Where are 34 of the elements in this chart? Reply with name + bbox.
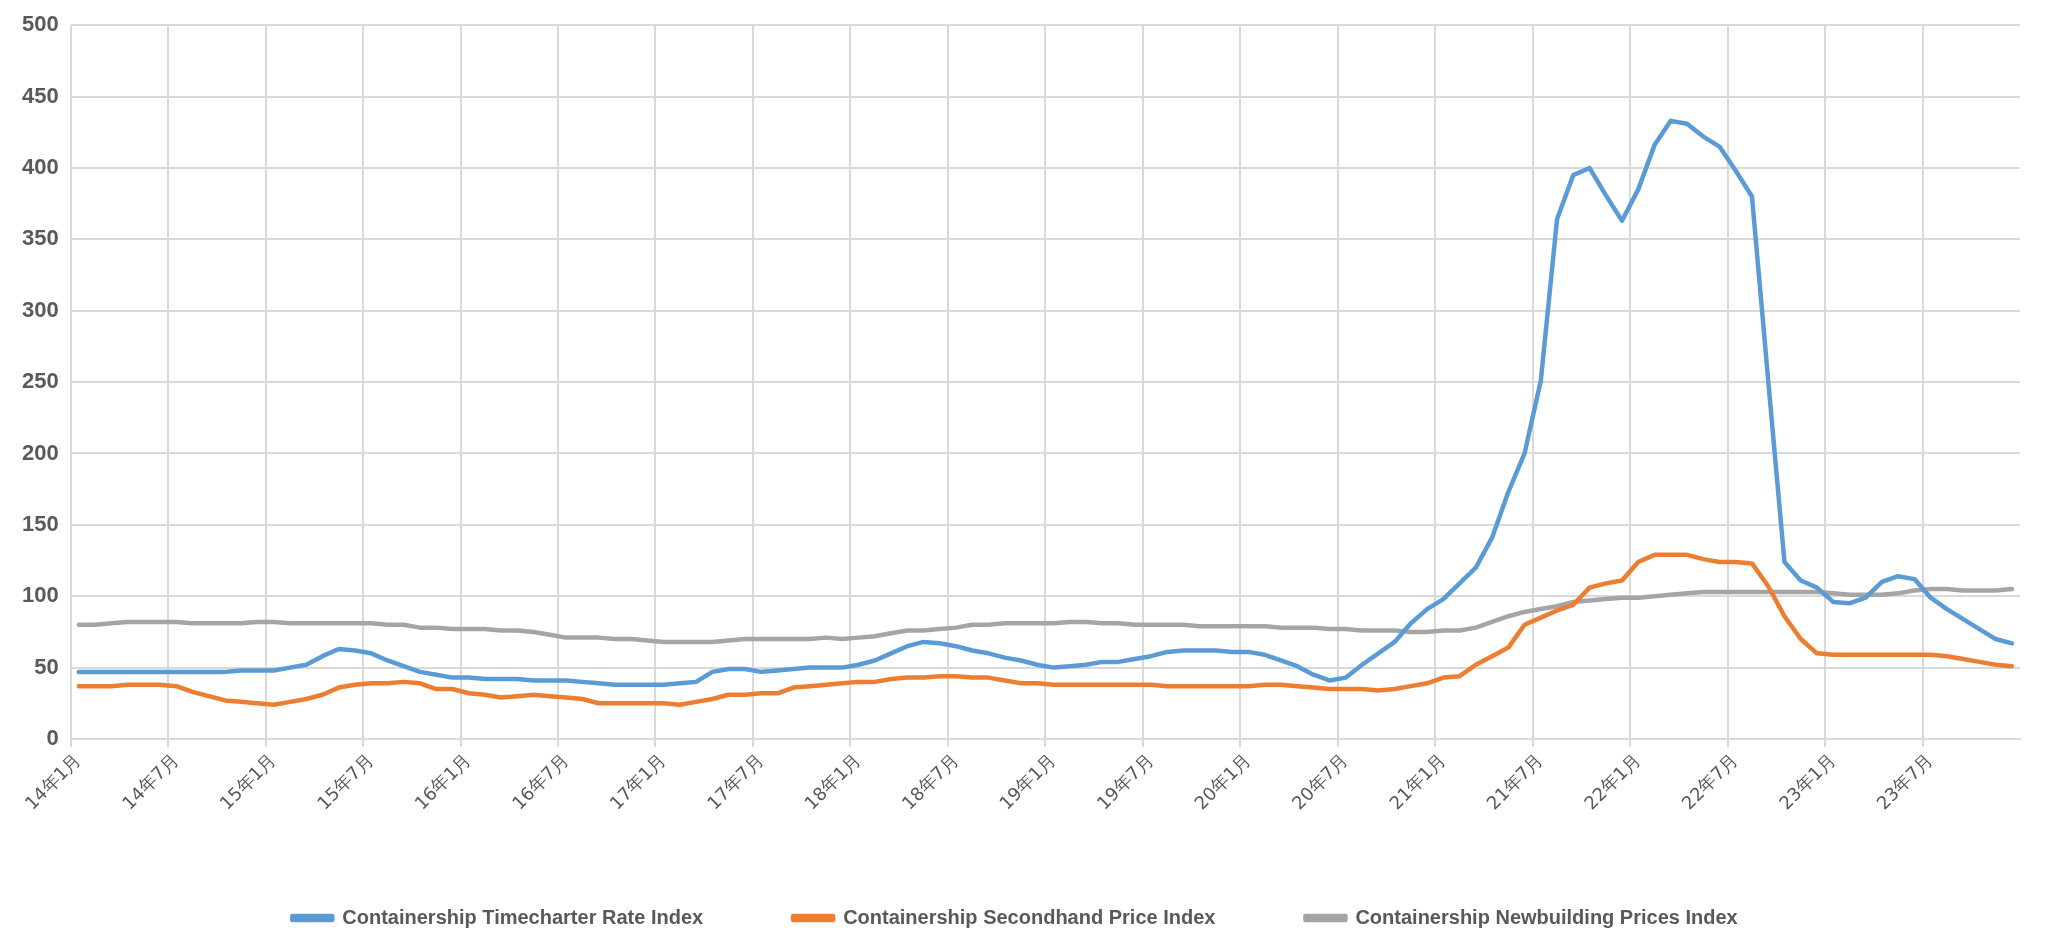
y-tick-label: 300 <box>21 296 59 322</box>
y-tick-label: 50 <box>34 653 59 679</box>
y-tick-label: 0 <box>46 725 59 751</box>
x-tick-label: 21年7月 <box>1482 748 1547 814</box>
x-tick-label: 22年1月 <box>1579 748 1645 814</box>
x-tick-label: 20年1月 <box>1189 748 1255 814</box>
x-tick-label: 16年1月 <box>410 748 475 814</box>
y-tick-label: 450 <box>21 82 59 108</box>
legend-label: Containership Timecharter Rate Index <box>342 905 704 928</box>
x-tick-label: 17年1月 <box>605 748 670 814</box>
x-tick-label: 21年1月 <box>1384 748 1450 814</box>
x-tick-label: 14年1月 <box>20 748 85 814</box>
y-tick-label: 400 <box>21 154 59 180</box>
x-tick-label: 15年1月 <box>215 748 280 814</box>
x-tick-label: 16年7月 <box>507 748 573 814</box>
legend-label: Containership Secondhand Price Index <box>843 905 1216 928</box>
x-tick-label: 18年7月 <box>897 748 963 814</box>
x-tick-label: 20年7月 <box>1287 748 1352 814</box>
y-tick-label: 100 <box>21 582 59 608</box>
x-tick-label: 15年7月 <box>312 748 378 814</box>
x-tick-label: 18年1月 <box>800 748 865 814</box>
legend-label: Containership Newbuilding Prices Index <box>1355 905 1738 928</box>
y-tick-label: 150 <box>21 510 59 536</box>
x-tick-label: 23年1月 <box>1774 748 1840 814</box>
y-tick-label: 250 <box>21 368 59 394</box>
x-tick-label: 19年1月 <box>995 748 1060 814</box>
x-tick-label: 23年7月 <box>1872 748 1937 814</box>
x-tick-label: 19年7月 <box>1092 748 1158 814</box>
y-tick-label: 350 <box>21 225 59 251</box>
y-tick-label: 200 <box>21 439 59 465</box>
x-tick-label: 22年7月 <box>1677 748 1742 814</box>
x-tick-label: 14年7月 <box>117 748 183 814</box>
x-tick-label: 17年7月 <box>702 748 768 814</box>
y-tick-label: 500 <box>21 11 59 37</box>
